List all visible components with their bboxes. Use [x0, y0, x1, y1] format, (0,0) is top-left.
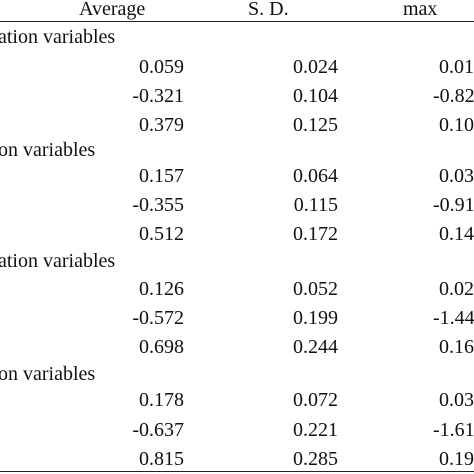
cell-average: 0.512 [139, 223, 184, 245]
cell-sd: 0.199 [293, 307, 338, 329]
cell-max: -0.82 [433, 85, 474, 107]
cell-sd: 0.104 [293, 85, 338, 107]
cell-max: 0.01 [439, 56, 474, 78]
cell-average: -0.637 [132, 419, 184, 441]
cell-sd: 0.024 [293, 56, 338, 78]
cell-average: 0.815 [139, 448, 184, 470]
cell-max: 0.03 [439, 389, 474, 411]
cell-sd: 0.052 [293, 278, 338, 300]
cell-sd: 0.172 [293, 223, 338, 245]
cell-sd: 0.115 [293, 194, 338, 216]
cell-average: -0.321 [132, 85, 184, 107]
cell-sd: 0.244 [293, 336, 338, 358]
group-label: ation variables [0, 26, 116, 48]
cell-average: 0.157 [139, 165, 184, 187]
cell-sd: 0.125 [293, 114, 338, 136]
cell-average: 0.698 [139, 336, 184, 358]
cell-max: -0.91 [433, 194, 474, 216]
cell-max: 0.19 [439, 448, 474, 470]
cell-max: 0.02 [439, 278, 474, 300]
header-max: max [403, 0, 438, 20]
cell-sd: 0.072 [293, 389, 338, 411]
cell-max: 0.03 [439, 165, 474, 187]
cell-max: 0.16 [439, 336, 474, 358]
cell-max: 0.10 [439, 114, 474, 136]
cell-average: 0.059 [139, 56, 184, 78]
cell-sd: 0.285 [293, 448, 338, 470]
cell-average: 0.178 [139, 389, 184, 411]
header-sd: S. D. [248, 0, 289, 20]
cell-average: 0.379 [139, 114, 184, 136]
header-average: Average [79, 0, 146, 20]
cell-sd: 0.221 [293, 419, 338, 441]
header-rule [0, 21, 474, 22]
cell-sd: 0.064 [293, 165, 338, 187]
group-label: ation variables [0, 250, 116, 272]
bottom-rule [0, 471, 474, 472]
group-label: on variables [0, 139, 96, 161]
cell-average: -0.355 [132, 194, 184, 216]
cell-max: -1.61 [433, 419, 474, 441]
cell-average: 0.126 [139, 278, 184, 300]
cell-average: -0.572 [132, 307, 184, 329]
group-label: on variables [0, 363, 96, 385]
cell-max: 0.14 [439, 223, 474, 245]
cell-max: -1.44 [433, 307, 474, 329]
